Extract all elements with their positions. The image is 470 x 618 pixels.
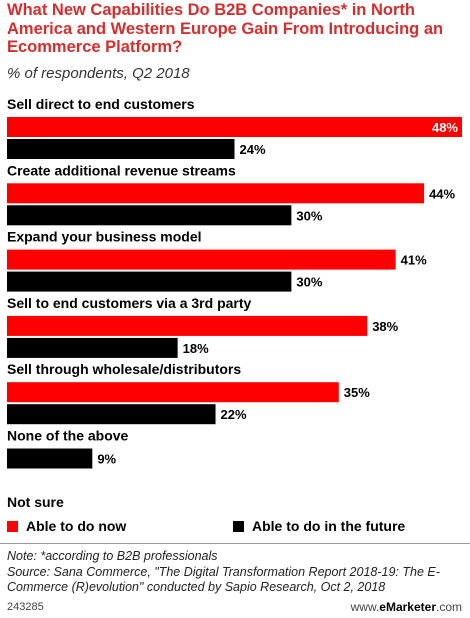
brand-logo: www.eMarketer.com (350, 600, 462, 614)
chart-id: 243285 (7, 601, 44, 613)
data-label-future: 24% (240, 142, 266, 157)
data-label-now: 35% (344, 385, 370, 400)
legend-item-future: Able to do in the future (233, 518, 405, 534)
bar-now (7, 183, 425, 204)
data-label-now: 41% (401, 253, 427, 268)
bar-now (7, 117, 462, 137)
bar-future (7, 205, 292, 226)
category-label: Sell through wholesale/distributors (7, 361, 241, 377)
footnote-note: Note: *according to B2B professionals (7, 549, 218, 563)
category-label: Create additional revenue streams (7, 162, 236, 178)
divider (0, 543, 470, 544)
legend-swatch-now (7, 521, 18, 532)
data-label-future: 30% (296, 275, 322, 290)
data-label-future: 18% (183, 341, 209, 356)
category-label: Sell to end customers via a 3rd party (7, 295, 252, 311)
data-label-now: 38% (372, 319, 398, 334)
data-label-future: 22% (221, 407, 247, 422)
legend-label-now: Able to do now (26, 518, 127, 534)
category-label: Sell direct to end customers (7, 96, 195, 112)
footer: 243285 www.eMarketer.com (0, 598, 470, 618)
chart-subtitle: % of respondents, Q2 2018 (7, 65, 190, 82)
bar-now (7, 249, 396, 270)
bar-future (7, 404, 216, 425)
category-label: Expand your business model (7, 229, 202, 245)
data-label-future: 30% (296, 208, 322, 223)
bar-future (7, 139, 235, 159)
footnote-source: Source: Sana Commerce, "The Digital Tran… (7, 564, 440, 595)
data-label-now: 48% (432, 120, 458, 135)
bar-now (7, 382, 339, 403)
bar-future (7, 448, 93, 469)
legend-swatch-future (233, 521, 244, 532)
bar-future (7, 271, 292, 292)
chart-title: What New Capabilities Do B2B Companies* … (7, 1, 444, 56)
category-label: Not sure (7, 494, 64, 510)
data-label-now: 44% (429, 186, 455, 201)
legend-item-now: Able to do now (7, 518, 126, 534)
legend-label-future: Able to do in the future (252, 518, 406, 534)
bar-chart: Sell direct to end customers 48% 24% Create… (7, 96, 462, 510)
data-label-future: 9% (97, 452, 116, 467)
footnote: Note: *according to B2B professionals So… (7, 549, 470, 596)
category-label: None of the above (7, 428, 129, 444)
bar-future (7, 337, 178, 358)
bar-now (7, 315, 368, 336)
